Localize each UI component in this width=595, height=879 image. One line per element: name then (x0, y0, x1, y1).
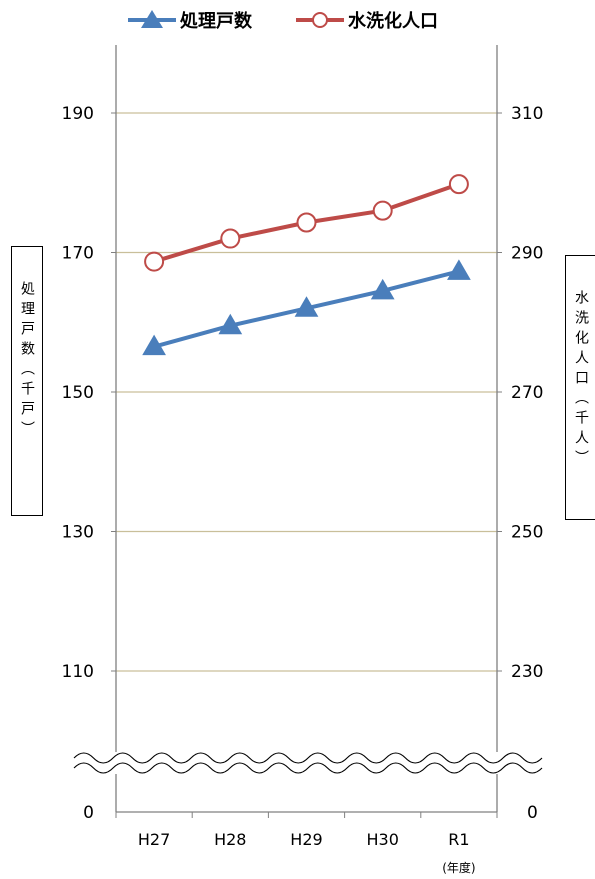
legend-label-1: 処理戸数 (180, 10, 253, 32)
data-point-1 (218, 313, 243, 335)
x-tick-label: H28 (214, 830, 246, 849)
right-tick-label: 290 (511, 244, 543, 264)
left-tick-label: 190 (62, 104, 94, 124)
data-point-1 (447, 259, 471, 280)
legend-marker-2 (312, 12, 328, 28)
left-tick-label: 150 (62, 383, 94, 403)
right-axis-label-box: 水洗化人口（千人） (565, 255, 595, 520)
right-tick-label: 310 (511, 104, 543, 124)
axis-break (70, 752, 543, 774)
data-point-2 (448, 174, 469, 195)
series (142, 174, 471, 356)
axes (111, 45, 502, 818)
right-tick-label: 250 (511, 523, 543, 543)
left-axis-label: 処理戸数（千戸） (19, 281, 35, 441)
break-wave-lower (73, 762, 543, 774)
gridlines (116, 112, 497, 672)
right-tick-label: 230 (511, 662, 543, 682)
tick-labels: 190 170 150 130 110 310 290 270 250 230 0 0 H27 H28 H2… (62, 104, 544, 875)
data-point-2 (296, 212, 317, 233)
right-tick-label-zero: 0 (527, 803, 538, 823)
legend-label-2: 水洗化人口 (348, 10, 438, 32)
x-tick-label: R1 (448, 830, 469, 849)
data-point-1 (294, 296, 319, 317)
left-tick-label: 170 (62, 244, 94, 264)
data-point-2 (144, 251, 165, 272)
legend: 処理戸数 水洗化人口 (128, 10, 438, 32)
break-mask (70, 752, 535, 774)
data-point-1 (370, 278, 395, 300)
break-wave-upper (73, 752, 543, 764)
left-tick-label: 130 (62, 523, 94, 543)
x-tick-label: H30 (367, 830, 399, 849)
data-point-2 (372, 200, 393, 221)
left-tick-label-zero: 0 (83, 803, 94, 823)
x-tick-label: H29 (290, 830, 322, 849)
right-tick-label: 270 (511, 383, 543, 403)
x-unit-label: (年度) (442, 860, 475, 875)
x-tick-label: H27 (138, 830, 170, 849)
legend-marker-1 (141, 10, 163, 28)
data-point-2 (220, 228, 241, 249)
left-tick-label: 110 (62, 662, 94, 682)
right-axis-label: 水洗化人口（千人） (573, 290, 589, 470)
data-point-1 (142, 334, 166, 356)
left-axis-label-box: 処理戸数（千戸） (11, 246, 43, 516)
